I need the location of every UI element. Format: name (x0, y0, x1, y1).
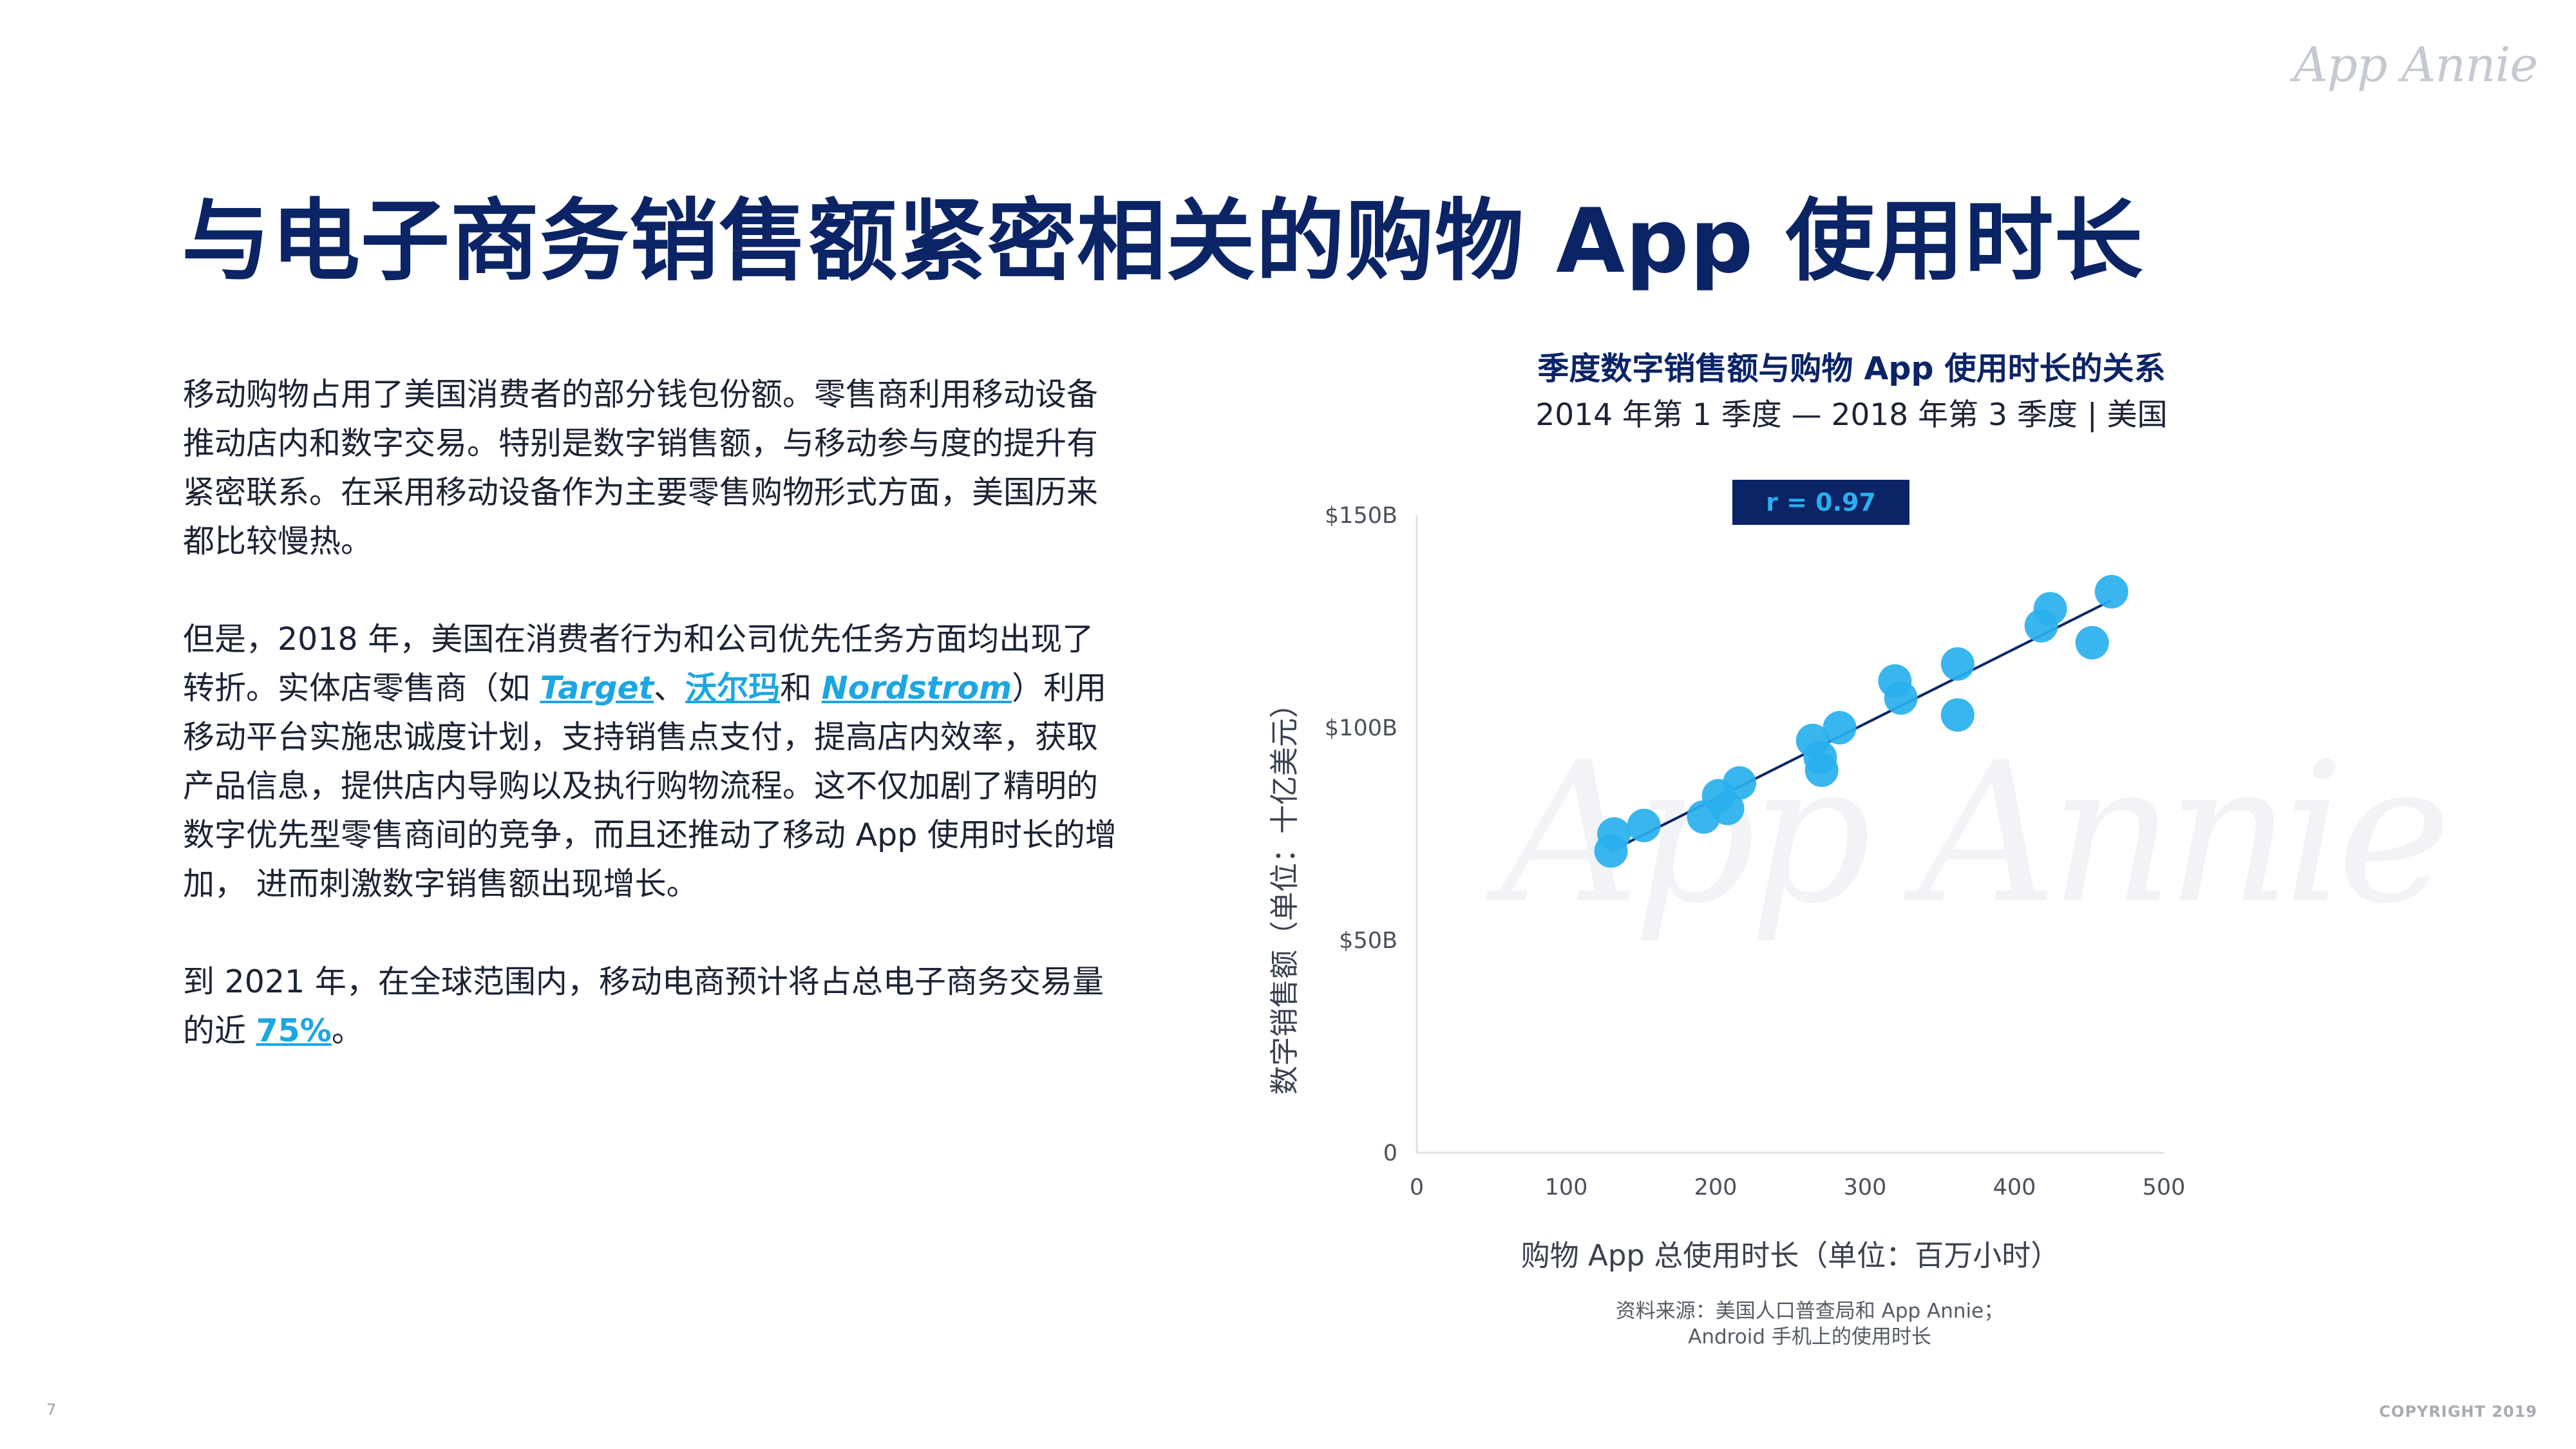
x-tick-label: 400 (1993, 1175, 2036, 1200)
scatter-point (2033, 592, 2067, 626)
scatter-point (1940, 647, 1975, 681)
scatter-point (1884, 681, 1918, 715)
y-tick-label: 0 (1383, 1141, 1397, 1166)
scatter-point (2094, 574, 2128, 609)
paragraph-3-text-b: 。 (331, 1012, 363, 1049)
nordstrom-link[interactable]: Nordstrom (821, 670, 1012, 706)
paragraph-3-text-a: 到 2021 年，在全球范围内，移动电商预计将占总电子商务交易量的近 (183, 963, 1104, 1049)
scatter-point (1723, 766, 1757, 800)
y-tick-label: $150B (1325, 503, 1397, 529)
chart-subtitle: 2014 年第 1 季度 — 2018 年第 3 季度 | 美国 (1535, 397, 2168, 433)
scatter-point (1710, 791, 1745, 826)
paragraph-2: 但是，2018 年，美国在消费者行为和公司优先任务方面均出现了转折。实体店零售商… (183, 615, 1123, 909)
x-tick-label: 0 (1410, 1175, 1424, 1200)
percent-link[interactable]: 75% (256, 1012, 332, 1049)
source-line-2: Android 手机上的使用时长 (1688, 1325, 1931, 1349)
source-line-1: 资料来源：美国人口普查局和 App Annie； (1615, 1300, 2004, 1323)
scatter-point (2075, 626, 2109, 659)
y-axis-label: 数字销售额（单位：十亿美元） (1267, 689, 1302, 1095)
paragraph-3: 到 2021 年，在全球范围内，移动电商预计将占总电子商务交易量的近 75%。 (183, 958, 1123, 1056)
scatter-point (1823, 711, 1857, 744)
and-text: 和 (780, 670, 822, 706)
y-tick-label: $50B (1339, 928, 1397, 954)
x-tick-label: 300 (1844, 1175, 1887, 1200)
page-title: 与电子商务销售额紧密相关的购物 App 使用时长 (182, 189, 2144, 293)
scatter-point (1627, 808, 1661, 842)
walmart-link[interactable]: 沃尔玛 (685, 670, 781, 706)
paragraph-1: 移动购物占用了美国消费者的部分钱包份额。零售商利用移动设备推动店内和数字交易。特… (183, 376, 1099, 560)
x-tick-label: 500 (2143, 1175, 2186, 1200)
chart-title: 季度数字销售额与购物 App 使用时长的关系 (1537, 350, 2166, 387)
correlation-badge: r = 0.97 (1732, 480, 1909, 525)
x-tick-label: 100 (1545, 1175, 1588, 1200)
app-annie-logo: App Annie (2293, 37, 2538, 93)
y-tick-label: $100B (1325, 715, 1397, 741)
scatter-point (1940, 698, 1975, 732)
x-tick-label: 200 (1694, 1175, 1738, 1200)
source-note: 资料来源：美国人口普查局和 App Annie； Android 手机上的使用时… (1481, 1298, 2138, 1350)
scatter-point (1597, 817, 1631, 851)
paragraph-2-text-a: 但是，2018 年，美国在消费者行为和公司优先任务方面均出现了转折。实体店零售商… (183, 621, 1094, 706)
body-text: 移动购物占用了美国消费者的部分钱包份额。零售商利用移动设备推动店内和数字交易。特… (183, 370, 1123, 1104)
scatter-point (1804, 753, 1839, 787)
paragraph-2-text-b: ）利用移动平台实施忠诚度计划，支持销售点支付，提高店内效率，获取产品信息，提供店… (183, 670, 1117, 902)
separator: 、 (654, 670, 686, 706)
target-link[interactable]: Target (540, 670, 654, 706)
page-number: 7 (46, 1401, 57, 1419)
watermark: App Annie (1501, 721, 2452, 946)
copyright: COPYRIGHT 2019 (2379, 1403, 2537, 1421)
x-axis-label: 购物 App 总使用时长（单位：百万小时） (1521, 1238, 2060, 1273)
